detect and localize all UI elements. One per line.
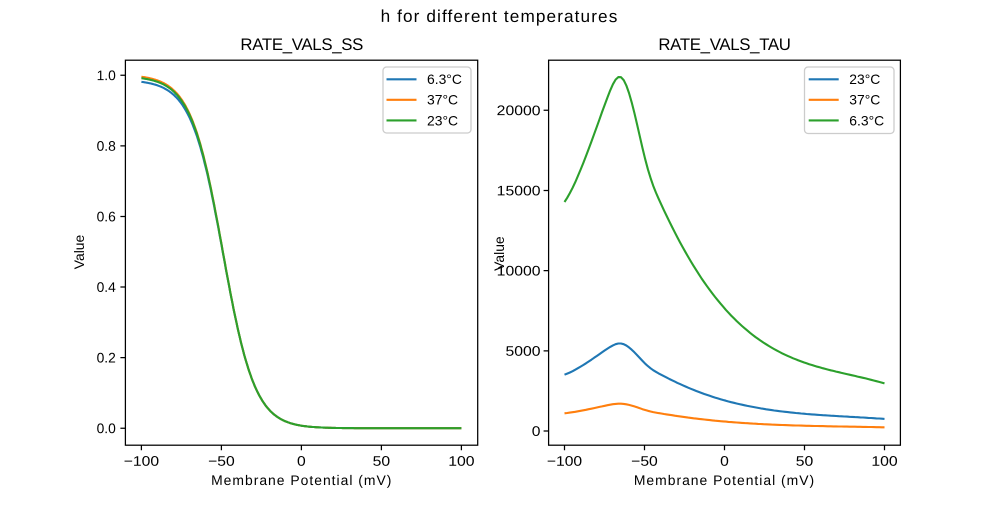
svg-text:−100: −100 [124, 453, 160, 469]
svg-text:Membrane Potential (mV): Membrane Potential (mV) [211, 472, 392, 488]
svg-text:5000: 5000 [505, 343, 540, 359]
svg-text:RATE_VALS_SS: RATE_VALS_SS [240, 35, 363, 54]
svg-text:0.2: 0.2 [97, 350, 116, 366]
svg-text:50: 50 [373, 453, 391, 469]
svg-text:100: 100 [871, 453, 898, 469]
svg-text:1.0: 1.0 [97, 67, 116, 83]
svg-text:6.3°C: 6.3°C [849, 112, 884, 128]
svg-text:Membrane Potential (mV): Membrane Potential (mV) [634, 472, 815, 488]
svg-text:−100: −100 [547, 453, 583, 469]
svg-text:Value: Value [71, 234, 87, 269]
svg-text:0.8: 0.8 [97, 138, 116, 154]
svg-text:0.4: 0.4 [97, 279, 116, 295]
svg-text:37°C: 37°C [427, 92, 458, 108]
svg-text:0: 0 [532, 423, 541, 439]
svg-text:6.3°C: 6.3°C [427, 71, 462, 87]
svg-text:0: 0 [720, 453, 729, 469]
svg-text:20000: 20000 [497, 102, 541, 118]
svg-text:0.6: 0.6 [97, 208, 116, 224]
svg-text:37°C: 37°C [849, 92, 880, 108]
svg-text:100: 100 [448, 453, 475, 469]
svg-text:RATE_VALS_TAU: RATE_VALS_TAU [658, 35, 790, 54]
svg-text:−50: −50 [208, 453, 235, 469]
svg-text:Value: Value [491, 236, 507, 271]
svg-text:−50: −50 [631, 453, 658, 469]
svg-text:0.0: 0.0 [97, 420, 116, 436]
svg-text:10000: 10000 [497, 263, 541, 279]
svg-text:23°C: 23°C [849, 71, 880, 87]
svg-text:50: 50 [796, 453, 814, 469]
svg-text:23°C: 23°C [427, 112, 458, 128]
svg-text:h for different temperatures: h for different temperatures [381, 6, 619, 26]
svg-text:0: 0 [297, 453, 306, 469]
svg-text:15000: 15000 [497, 182, 541, 198]
